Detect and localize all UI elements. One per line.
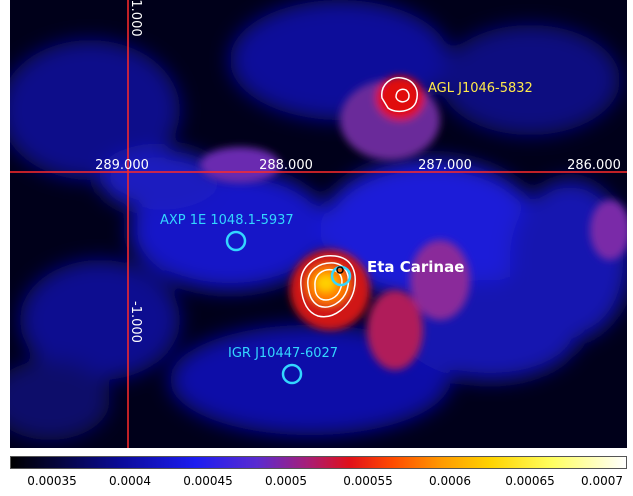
source-label-axp: AXP 1E 1048.1-5937 bbox=[160, 213, 294, 228]
colorbar-tick: 0.0007 bbox=[581, 474, 623, 488]
axp-marker-circle bbox=[225, 230, 247, 252]
source-label-eta-carinae: Eta Carinae bbox=[367, 258, 464, 276]
colorbar-tick: 0.0005 bbox=[265, 474, 307, 488]
warm-emission bbox=[200, 76, 627, 370]
colorbar-tick: 0.00045 bbox=[183, 474, 233, 488]
x-tick-label: 288.000 bbox=[259, 158, 313, 173]
colorbar-tick: 0.00065 bbox=[505, 474, 555, 488]
igr-marker-circle bbox=[281, 363, 303, 385]
agl-contours bbox=[381, 76, 418, 113]
colorbar-tick: 0.00035 bbox=[27, 474, 77, 488]
source-label-agl: AGL J1046-5832 bbox=[428, 81, 533, 96]
sky-map: 289.000 288.000 287.000 286.000 1.000 -1… bbox=[10, 0, 627, 448]
colorbar bbox=[10, 456, 627, 469]
colorbar-tick-labels: 0.00035 0.0004 0.00045 0.0005 0.00055 0.… bbox=[0, 474, 633, 494]
sky-map-panel: 289.000 288.000 287.000 286.000 1.000 -1… bbox=[10, 0, 627, 448]
y-tick-label: 1.000 bbox=[128, 0, 143, 37]
source-label-igr: IGR J10447-6027 bbox=[228, 346, 338, 361]
x-tick-label: 286.000 bbox=[567, 158, 621, 173]
x-tick-label: 287.000 bbox=[418, 158, 472, 173]
colorbar-tick: 0.0004 bbox=[109, 474, 151, 488]
colorbar-tick: 0.0006 bbox=[429, 474, 471, 488]
y-tick-label: -1.000 bbox=[128, 301, 143, 343]
colorbar-tick: 0.00055 bbox=[343, 474, 393, 488]
eta-carinae-position-marker bbox=[336, 266, 344, 274]
x-tick-label: 289.000 bbox=[95, 158, 149, 173]
eta-carinae-contours bbox=[300, 255, 356, 318]
